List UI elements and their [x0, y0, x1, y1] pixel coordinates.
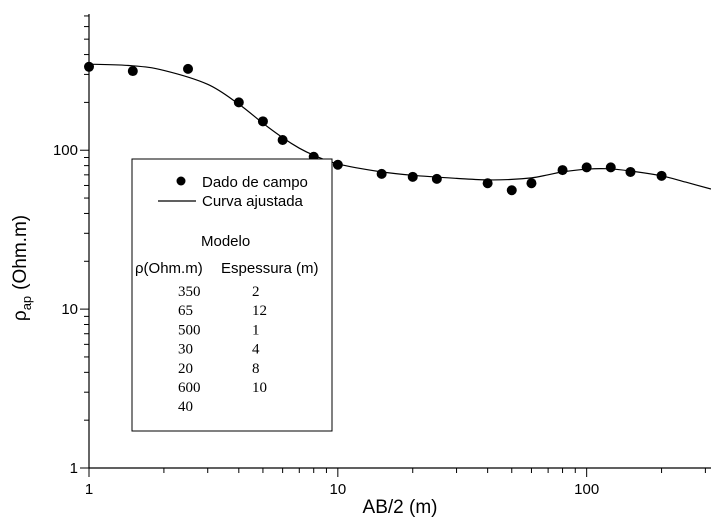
model-resistivity-value: 65 [178, 303, 193, 319]
x-axis-label: AB/2 (m) [363, 497, 438, 518]
data-point [526, 178, 537, 189]
y-axis-label-unit: (Ohm.m) [10, 215, 31, 290]
data-point [183, 63, 194, 74]
data-point [557, 165, 568, 176]
model-resistivity-value: 20 [178, 361, 193, 377]
model-thickness-value: 2 [252, 284, 260, 300]
y-axis-label-symbol: ρ [10, 310, 31, 321]
x-tick-label: 10 [329, 481, 346, 498]
data-point [431, 173, 442, 184]
y-tick-label: 1 [70, 460, 78, 477]
axes: 1 10 100 1 10 100 [53, 14, 711, 498]
field-data-points [84, 61, 667, 196]
model-resistivity-value: 600 [178, 380, 201, 396]
data-point [407, 171, 418, 182]
data-point [581, 162, 592, 173]
model-thickness-value: 8 [252, 361, 260, 377]
model-thickness-value: 4 [252, 342, 260, 358]
data-point [277, 134, 288, 145]
model-table: 350 2 65 12 500 1 30 4 20 8 600 10 40 [178, 284, 267, 415]
legend: Dado de campo Curva ajustada Modelo ρ(Oh… [131, 158, 333, 432]
data-point [376, 168, 387, 179]
y-tick-label: 10 [61, 301, 78, 318]
legend-marker-field-data [176, 176, 186, 186]
model-title: Modelo [201, 233, 250, 250]
model-thickness-value: 12 [252, 303, 267, 319]
model-thickness-value: 1 [252, 322, 260, 338]
legend-label-field-data: Dado de campo [202, 174, 308, 191]
model-header-resistivity: ρ(Ohm.m) [135, 260, 203, 277]
data-point [233, 97, 244, 108]
x-tick-label: 1 [85, 481, 93, 498]
data-point [656, 170, 667, 181]
x-tick-label: 100 [574, 481, 599, 498]
model-resistivity-value: 30 [178, 342, 193, 358]
model-header-thickness: Espessura (m) [221, 260, 319, 277]
y-tick-label: 100 [53, 142, 78, 159]
model-thickness-value: 10 [252, 380, 267, 396]
legend-label-fitted-curve: Curva ajustada [202, 193, 304, 210]
model-resistivity-value: 350 [178, 284, 201, 300]
y-axis-label-subscript: ap [19, 296, 34, 310]
data-point [605, 162, 616, 173]
model-resistivity-value: 40 [178, 399, 193, 415]
legend-box [131, 158, 333, 432]
data-point [127, 66, 138, 77]
data-point [332, 159, 343, 170]
y-axis-label: ρap (Ohm.m) [10, 215, 34, 321]
data-point [257, 116, 268, 127]
data-point [506, 185, 517, 196]
data-point [482, 178, 493, 189]
data-point [625, 166, 636, 177]
data-point [84, 61, 94, 72]
model-resistivity-value: 500 [178, 322, 201, 338]
